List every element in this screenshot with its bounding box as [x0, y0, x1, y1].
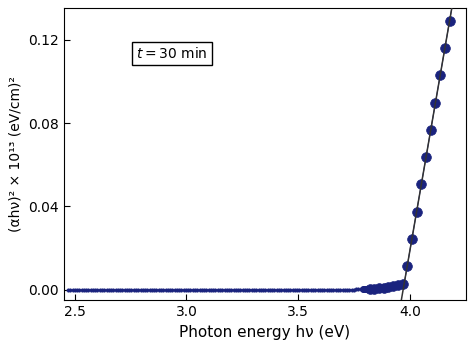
Y-axis label: (αhν)² × 10¹³ (eV/cm)²: (αhν)² × 10¹³ (eV/cm)² [9, 76, 22, 232]
X-axis label: Photon energy hν (eV): Photon energy hν (eV) [179, 325, 350, 340]
Text: $t = 30$ min: $t = 30$ min [136, 46, 208, 61]
